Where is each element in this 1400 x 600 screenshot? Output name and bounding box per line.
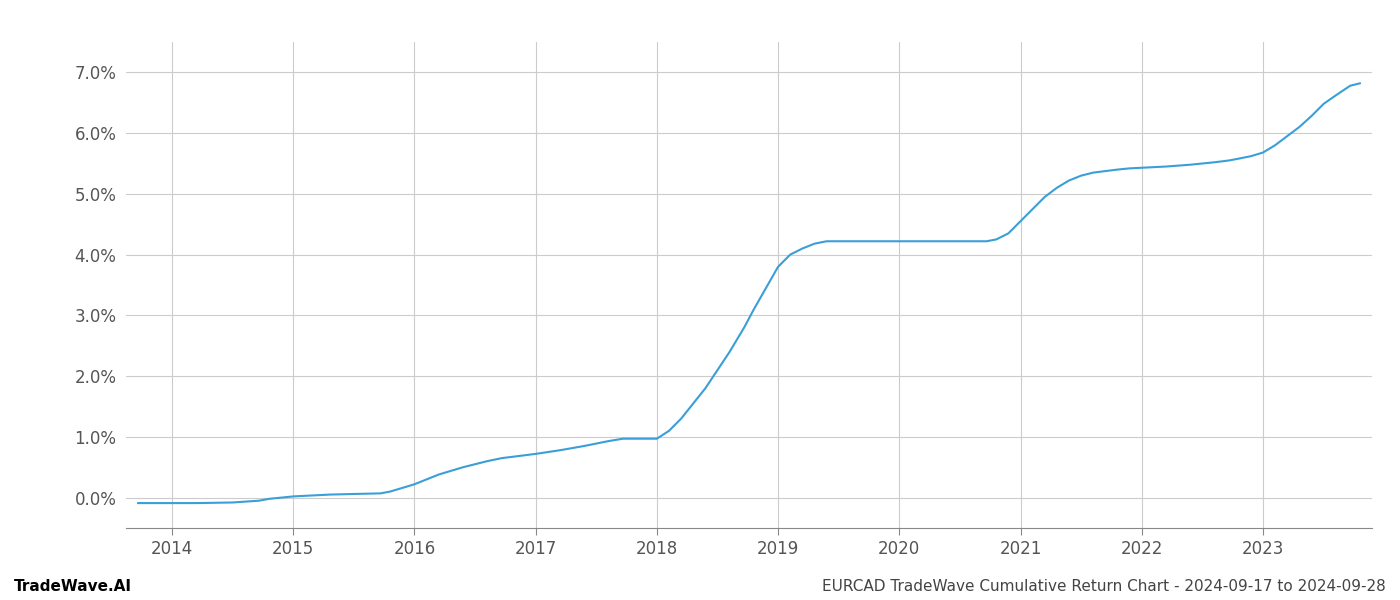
Text: EURCAD TradeWave Cumulative Return Chart - 2024-09-17 to 2024-09-28: EURCAD TradeWave Cumulative Return Chart… xyxy=(822,579,1386,594)
Text: TradeWave.AI: TradeWave.AI xyxy=(14,579,132,594)
